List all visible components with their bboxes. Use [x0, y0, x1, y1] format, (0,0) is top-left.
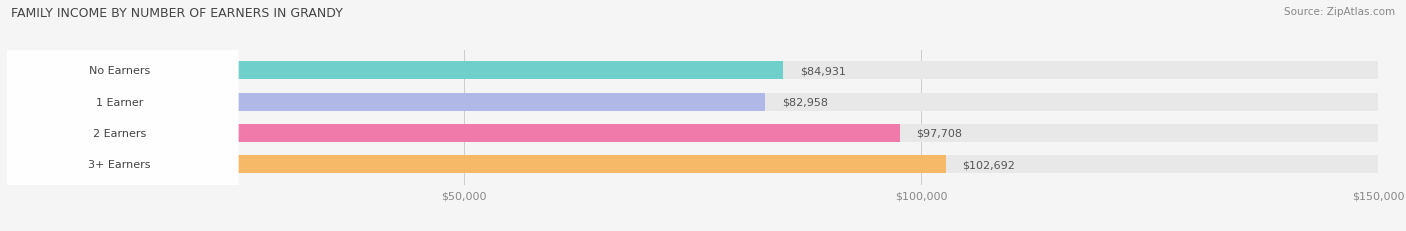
Text: $97,708: $97,708	[917, 128, 963, 138]
Text: No Earners: No Earners	[89, 66, 150, 76]
Bar	[7, 93, 1378, 111]
Bar	[7, 62, 1378, 80]
Bar	[7, 93, 765, 111]
Bar	[7, 62, 783, 80]
Text: FAMILY INCOME BY NUMBER OF EARNERS IN GRANDY: FAMILY INCOME BY NUMBER OF EARNERS IN GR…	[11, 7, 343, 20]
Text: $102,692: $102,692	[962, 160, 1015, 170]
Text: Source: ZipAtlas.com: Source: ZipAtlas.com	[1284, 7, 1395, 17]
FancyBboxPatch shape	[0, 0, 238, 231]
Text: $82,958: $82,958	[782, 97, 828, 107]
Bar	[7, 155, 1378, 173]
Text: 2 Earners: 2 Earners	[93, 128, 146, 138]
Bar	[7, 155, 945, 173]
Text: 3+ Earners: 3+ Earners	[89, 160, 150, 170]
Bar	[7, 124, 900, 143]
FancyBboxPatch shape	[0, 0, 238, 231]
Bar	[7, 124, 1378, 143]
Text: $84,931: $84,931	[800, 66, 845, 76]
FancyBboxPatch shape	[0, 0, 238, 231]
Text: 1 Earner: 1 Earner	[96, 97, 143, 107]
FancyBboxPatch shape	[0, 0, 238, 231]
